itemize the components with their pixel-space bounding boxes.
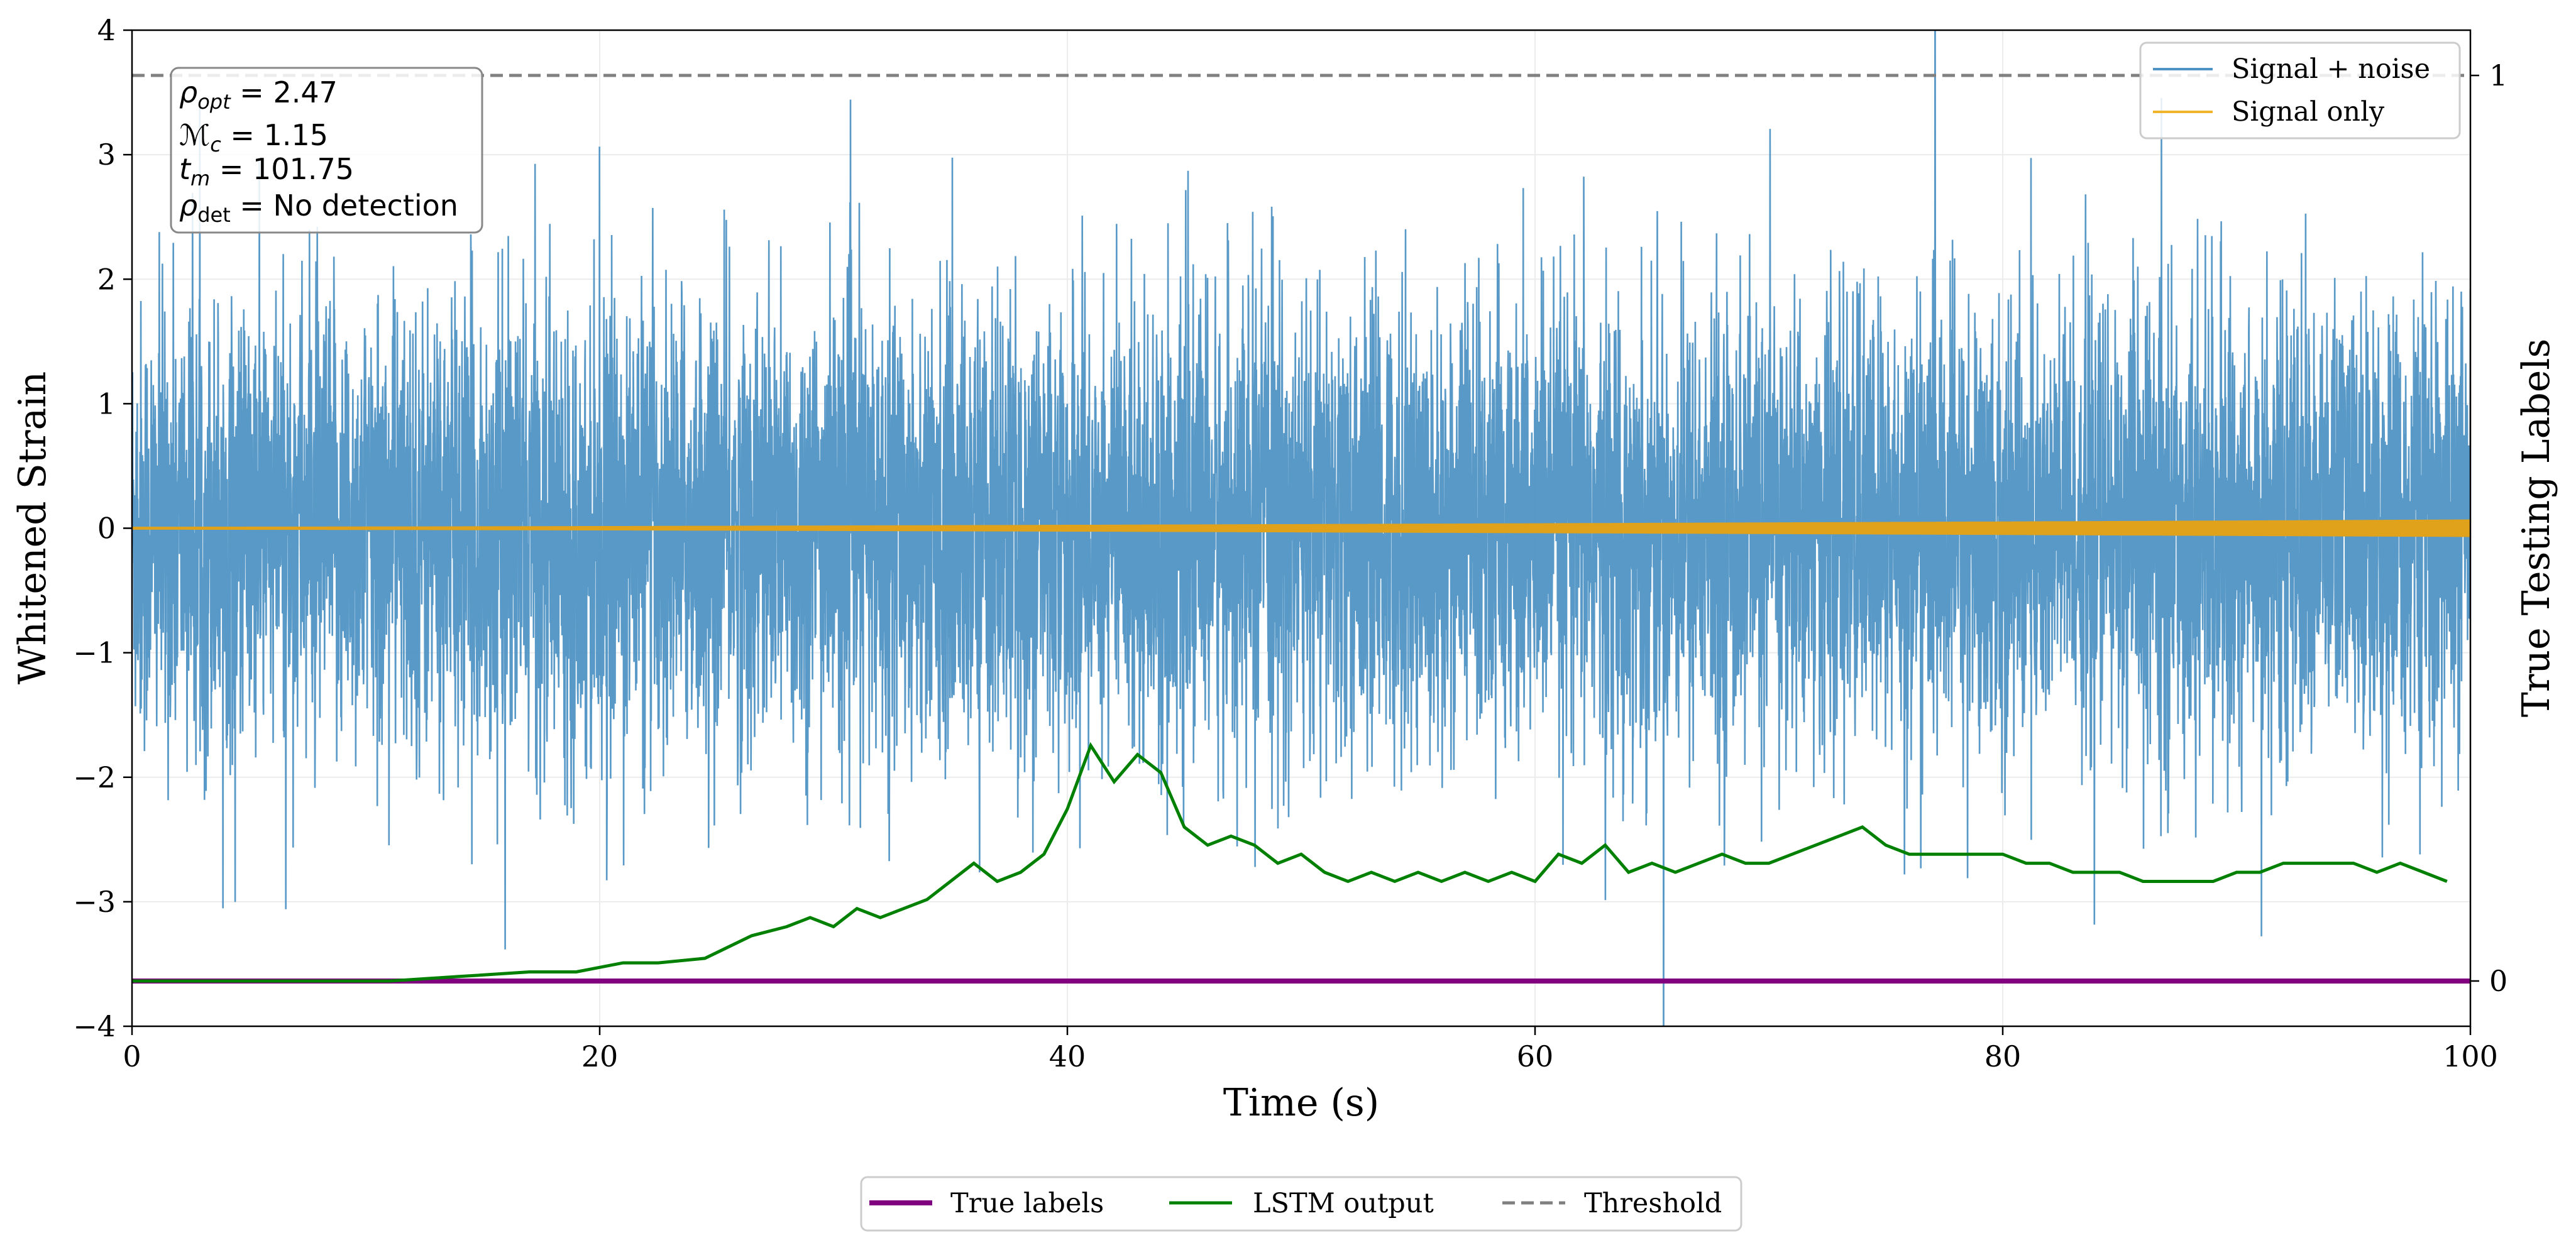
x-tick-label-5: 100 [2443, 1039, 2498, 1073]
y-tick-label-3: 1 [97, 387, 116, 420]
x-tick-label-3: 60 [1517, 1039, 1554, 1073]
legend-label-lstm-output: LSTM output [1253, 1188, 1434, 1219]
label-series-layer [132, 74, 2470, 984]
series-signal-plus-noise [132, 30, 2470, 1026]
annotation-box: ρopt = 2.47 ℳc = 1.15 tm = 101.75 ρdet =… [170, 67, 483, 234]
annotation-chirp-mass: ℳc = 1.15 [179, 118, 328, 156]
x-tick-label-1: 20 [581, 1039, 619, 1073]
annotation-rho-opt: ρopt = 2.47 [179, 75, 338, 114]
y-tick-label-4: 0 [97, 512, 116, 546]
y2-tick-label-0: 1 [2489, 58, 2507, 92]
y-tick-label-1: 3 [97, 138, 116, 172]
y2-tick-label-1: 0 [2489, 964, 2507, 998]
legend-label-threshold: Threshold [1584, 1188, 1722, 1219]
series-signal-only [132, 519, 2470, 537]
y-tick-label-5: −1 [73, 636, 116, 670]
legend-label-signal-noise: Signal + noise [2232, 53, 2430, 85]
y-tick-label-2: 2 [97, 262, 116, 296]
legend-label-signal-only: Signal only [2232, 96, 2385, 128]
y-tick-label-7: −3 [73, 885, 116, 919]
y-axis-right: 10 [2470, 58, 2507, 998]
y2-axis-label: True Testing Labels [2514, 339, 2558, 718]
legend-label-true-labels: True labels [950, 1188, 1104, 1219]
y-tick-label-6: −2 [73, 760, 116, 794]
x-tick-label-2: 40 [1049, 1039, 1086, 1073]
x-axis-label: Time (s) [1223, 1081, 1379, 1125]
x-tick-label-0: 0 [123, 1039, 141, 1073]
y-axis-left: 4 3 2 1 0 −1 −2 −3 −4 [73, 13, 132, 1043]
strain-series-layer [132, 30, 2470, 1026]
y-axis-label: Whitened Strain [11, 371, 55, 684]
x-tick-label-4: 80 [1984, 1039, 2022, 1073]
y-tick-label-0: 4 [97, 13, 116, 47]
annotation-merger-time: tm = 101.75 [179, 152, 354, 190]
y-tick-label-8: −4 [73, 1009, 116, 1043]
x-axis: 0 20 40 60 80 100 [123, 1026, 2498, 1073]
annotation-rho-det: ρdet = No detection [179, 189, 458, 227]
legend-top: Signal + noise Signal only [2139, 41, 2461, 140]
series-lstm-output [132, 742, 2448, 983]
legend-bottom: True labels LSTM output Threshold [860, 1176, 1742, 1232]
